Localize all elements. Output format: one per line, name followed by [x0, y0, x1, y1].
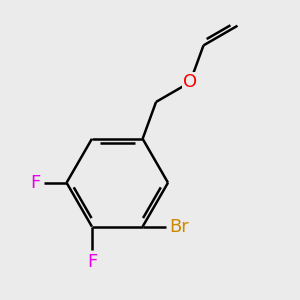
Text: O: O [183, 73, 197, 91]
Text: F: F [87, 253, 97, 271]
Text: F: F [30, 174, 40, 192]
Text: Br: Br [169, 218, 189, 236]
